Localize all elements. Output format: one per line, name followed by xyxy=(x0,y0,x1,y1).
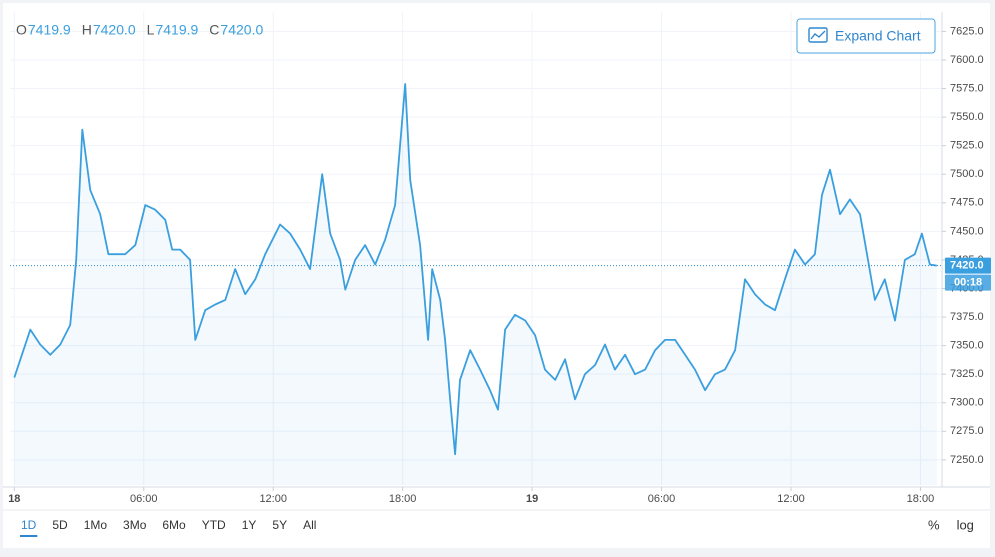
y-tick-label: 7325.0 xyxy=(950,368,984,380)
ohlc-value: 7419.9 xyxy=(155,22,198,38)
range-button[interactable]: 1Mo xyxy=(84,518,108,532)
y-tick-label: 7600.0 xyxy=(950,54,984,66)
x-tick-label: 12:00 xyxy=(777,493,805,505)
y-tick-label: 7625.0 xyxy=(950,25,984,37)
last-price-label: 7420.0 xyxy=(950,260,984,272)
range-button[interactable]: 1Y xyxy=(242,518,257,532)
ohlc-name: H xyxy=(82,22,92,38)
y-tick-label: 7275.0 xyxy=(950,425,984,437)
ohlc-name: L xyxy=(147,22,155,38)
ohlc-value: 7420.0 xyxy=(220,22,263,38)
toolbar-toggle[interactable]: log xyxy=(957,517,974,532)
ohlc-value: 7420.0 xyxy=(93,22,136,38)
x-tick-label: 18 xyxy=(8,493,20,505)
x-tick-label: 18:00 xyxy=(389,493,417,505)
ohlc-name: C xyxy=(209,22,219,38)
y-tick-label: 7550.0 xyxy=(950,111,984,123)
area xyxy=(14,84,937,485)
plot-area xyxy=(10,12,942,485)
price-line xyxy=(13,83,937,456)
range-button[interactable]: 6Mo xyxy=(162,518,186,532)
last-price-badge xyxy=(945,257,991,274)
range-button[interactable]: 5Y xyxy=(272,518,287,532)
y-tick-label: 7500.0 xyxy=(950,168,984,180)
x-tick-label: 12:00 xyxy=(259,493,287,505)
ohlc-legend: O 7419.9 H 7420.0 L 7419.9 C 7420.0 xyxy=(16,22,263,38)
range-button[interactable]: YTD xyxy=(202,518,226,532)
button-icon xyxy=(810,30,826,40)
ohlc-name: O xyxy=(16,22,27,38)
range-toolbar: 1D 5D 1Mo 3Mo 6Mo YTD 1Y 5Y All% log xyxy=(20,517,974,537)
x-tick-label: 06:00 xyxy=(130,493,158,505)
range-button[interactable]: 5D xyxy=(52,518,68,532)
y-tick-label: 7475.0 xyxy=(950,197,984,209)
expand-chart-button[interactable]: Expand Chart xyxy=(796,18,936,54)
button-frame[interactable] xyxy=(796,18,936,54)
x-tick-label: 06:00 xyxy=(648,493,676,505)
y-tick-label: 7250.0 xyxy=(950,454,984,466)
y-tick-label: 7525.0 xyxy=(950,140,984,152)
y-tick-label: 7300.0 xyxy=(950,397,984,409)
x-tick-label: 19 xyxy=(526,493,538,505)
button-label[interactable]: Expand Chart xyxy=(835,28,921,44)
ohlc-value: 7419.9 xyxy=(28,22,71,38)
countdown-label: 00:18 xyxy=(954,277,982,289)
y-tick-label: 7575.0 xyxy=(950,82,984,94)
range-button[interactable]: All xyxy=(303,518,316,532)
toolbar-toggle[interactable]: % xyxy=(928,517,940,532)
y-tick-label: 7450.0 xyxy=(950,225,984,237)
button-icon xyxy=(808,27,828,43)
chart-panel xyxy=(3,3,990,548)
range-button[interactable]: 1D xyxy=(21,518,37,532)
countdown-badge xyxy=(945,274,991,291)
range-button[interactable]: 3Mo xyxy=(123,518,147,532)
x-tick-label: 18:00 xyxy=(907,493,935,505)
y-tick-label: 7375.0 xyxy=(950,311,984,323)
y-tick-label: 7350.0 xyxy=(950,340,984,352)
